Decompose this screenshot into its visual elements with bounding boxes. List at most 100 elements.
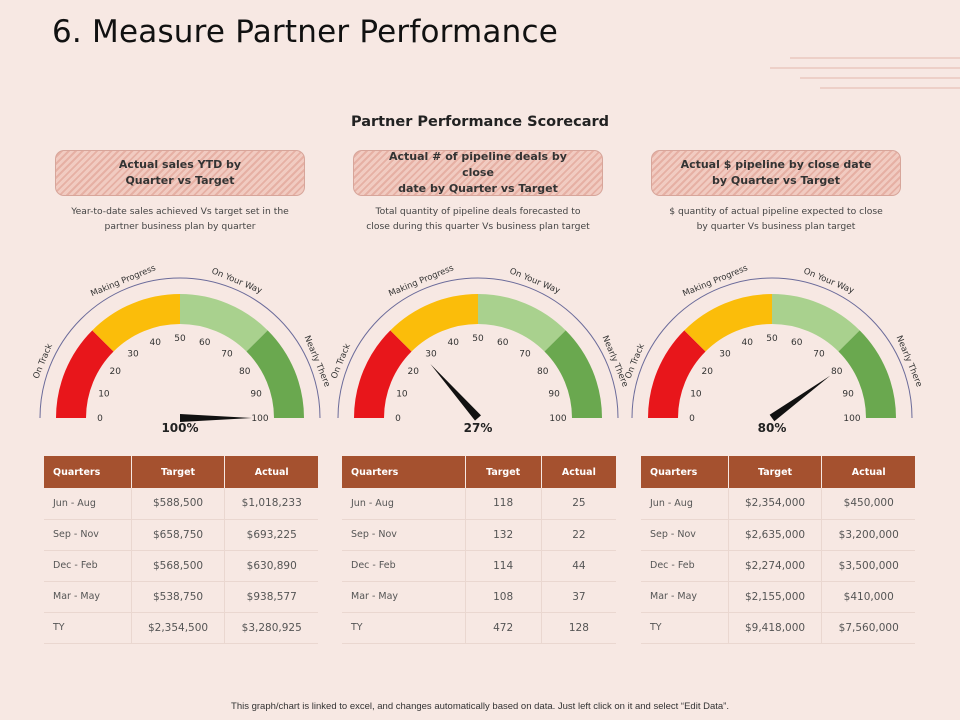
table-deals: Quarters Target Actual Jun - Aug 118 25 Sep - … — [342, 456, 616, 644]
gauge-band — [390, 294, 478, 352]
table-row: Mar - May $538,750 $938,577 — [44, 581, 318, 613]
table-cell: Jun - Aug — [342, 488, 466, 520]
table-cell: 472 — [465, 612, 542, 644]
gauge-tick-label: 60 — [791, 338, 803, 348]
gauge-zone-label: Nearly There — [894, 334, 924, 388]
table-cell: $2,354,000 — [728, 488, 823, 520]
gauge-value-label: 80% — [758, 421, 787, 435]
gauge-zone-label: Making Progress — [89, 263, 158, 299]
gauge-tick-label: 30 — [127, 349, 139, 359]
gauge-band — [56, 330, 114, 418]
gauge-zone-label: On Your Way — [802, 266, 855, 296]
panel-description: Total quantity of pipeline deals forecas… — [366, 206, 590, 232]
table-cell: Jun - Aug — [44, 488, 132, 520]
gauge-tick-label: 0 — [97, 414, 103, 424]
table-cell: $3,200,000 — [821, 519, 915, 551]
gauge-tick-label: 40 — [448, 338, 460, 348]
table-cell: $2,274,000 — [728, 550, 823, 582]
table-header-row: Quarters Target Actual — [44, 456, 318, 488]
table-cell: $2,155,000 — [728, 581, 823, 613]
table-row: TY $9,418,000 $7,560,000 — [641, 612, 915, 644]
panel-sales: Actual sales YTD by Quarter vs Target Yea… — [40, 150, 320, 234]
gauge-zone-label: Making Progress — [387, 263, 456, 299]
gauge-zone-label: On Your Way — [508, 266, 561, 296]
panel-pipeline: Actual $ pipeline by close date by Quarte… — [636, 150, 916, 234]
gauge-tick-label: 40 — [742, 338, 754, 348]
gauge-band — [544, 330, 602, 418]
gauge-tick-label: 30 — [425, 349, 437, 359]
table-cell: 108 — [465, 581, 542, 613]
gauge-tick-label: 10 — [690, 389, 702, 399]
table-cell: $658,750 — [131, 519, 226, 551]
table-row: Jun - Aug $2,354,000 $450,000 — [641, 488, 915, 520]
table-cell: $938,577 — [224, 581, 318, 613]
column-header: Actual — [821, 456, 915, 488]
gauge-band — [838, 330, 896, 418]
table-row: Dec - Feb $568,500 $630,890 — [44, 550, 318, 582]
table-cell: Sep - Nov — [44, 519, 132, 551]
gauge-needle — [769, 375, 831, 422]
table-cell: $538,750 — [131, 581, 226, 613]
table-row: Sep - Nov $2,635,000 $3,200,000 — [641, 519, 915, 551]
footer-note: This graph/chart is linked to excel, and… — [231, 701, 729, 712]
gauge-value-label: 100% — [161, 421, 198, 435]
table-row: Sep - Nov $658,750 $693,225 — [44, 519, 318, 551]
gauge-zone-label: Making Progress — [681, 263, 750, 299]
panel-deals: Actual # of pipeline deals by close date … — [338, 150, 618, 234]
gauge-outer-arc — [631, 277, 913, 419]
table-row: Jun - Aug 118 25 — [342, 488, 616, 520]
table-cell: Mar - May — [44, 581, 132, 613]
table-row: Dec - Feb $2,274,000 $3,500,000 — [641, 550, 915, 582]
table-cell: $3,280,925 — [224, 612, 318, 644]
gauge-band — [354, 330, 412, 418]
gauge-tick-label: 50 — [174, 334, 186, 344]
table-cell: $2,354,500 — [131, 612, 226, 644]
gauge-tick-label: 40 — [150, 338, 162, 348]
table-cell: $588,500 — [131, 488, 226, 520]
gauge-tick-label: 70 — [519, 349, 531, 359]
table-cell: TY — [44, 612, 132, 644]
gauge-tick-label: 50 — [472, 334, 484, 344]
gauge-tick-label: 70 — [813, 349, 825, 359]
gauge-tick-label: 30 — [719, 349, 731, 359]
table-row: TY 472 128 — [342, 612, 616, 644]
gauge-tick-label: 70 — [221, 349, 233, 359]
column-header: Quarters — [641, 456, 729, 488]
gauge-tick-label: 60 — [497, 338, 509, 348]
column-header: Target — [465, 456, 542, 488]
table-row: Mar - May $2,155,000 $410,000 — [641, 581, 915, 613]
decorative-lines — [770, 57, 960, 89]
gauge-tick-label: 20 — [408, 367, 420, 377]
table-cell: 128 — [541, 612, 616, 644]
table-row: Mar - May 108 37 — [342, 581, 616, 613]
gauge-tick-label: 10 — [98, 389, 110, 399]
table-cell: Dec - Feb — [641, 550, 729, 582]
gauge-outer-arc — [39, 277, 321, 419]
table-cell: $2,635,000 — [728, 519, 823, 551]
gauge-zone-label: On Your Way — [210, 266, 263, 296]
table-header-row: Quarters Target Actual — [342, 456, 616, 488]
panel-description: Year-to-date sales achieved Vs target se… — [71, 206, 289, 232]
table-row: Sep - Nov 132 22 — [342, 519, 616, 551]
table-cell: $693,225 — [224, 519, 318, 551]
gauge-needle — [430, 363, 482, 421]
column-header: Actual — [224, 456, 318, 488]
table-cell: $450,000 — [821, 488, 915, 520]
column-header: Actual — [541, 456, 616, 488]
gauge-sales: 0 10 20 30 40 50 60 70 80 90 100 On Track Making Pro… — [30, 262, 332, 442]
gauge-value-label: 27% — [464, 421, 493, 435]
table-cell: 25 — [541, 488, 616, 520]
column-header: Target — [728, 456, 823, 488]
table-cell: $3,500,000 — [821, 550, 915, 582]
gauge-tick-label: 50 — [766, 334, 778, 344]
gauge-tick-label: 10 — [396, 389, 408, 399]
panel-description: $ quantity of actual pipeline expected t… — [669, 206, 883, 232]
table-cell: 132 — [465, 519, 542, 551]
gauge-tick-label: 90 — [548, 389, 560, 399]
table-row: Jun - Aug $588,500 $1,018,233 — [44, 488, 318, 520]
gauge-band — [684, 294, 772, 352]
page-title: 6. Measure Partner Performance — [52, 14, 558, 50]
table-cell: Mar - May — [641, 581, 729, 613]
column-header: Quarters — [44, 456, 132, 488]
